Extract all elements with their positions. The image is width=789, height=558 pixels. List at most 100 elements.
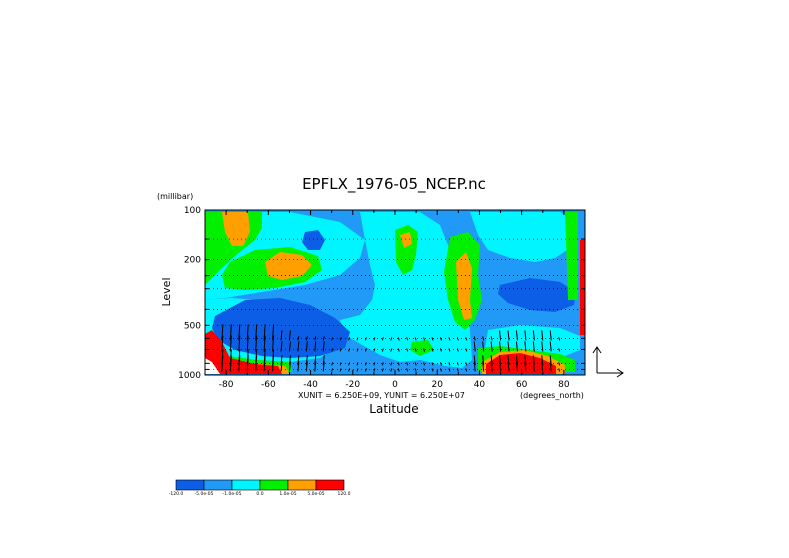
vector-arrow (297, 355, 300, 366)
vector-arrow (439, 368, 442, 372)
vector-arrow (373, 368, 376, 372)
vector-arrow (490, 336, 493, 341)
vector-arrow (507, 355, 510, 366)
vector-arrow (532, 330, 535, 341)
vector-arrow (255, 335, 258, 352)
blue-core-right (498, 278, 576, 312)
vector-arrow (473, 361, 476, 372)
x-tick-label: 60 (516, 380, 528, 390)
vector-arrow (482, 341, 485, 352)
y-tick-label: 1000 (178, 371, 201, 381)
vector-arrow (331, 362, 334, 366)
x-axis: -80 -60 -40 -20 0 20 40 60 80 (204, 210, 586, 390)
vector-arrow (322, 355, 325, 366)
vector-arrow (482, 336, 485, 341)
vector-arrow (439, 337, 442, 341)
vector-arrow (238, 324, 241, 341)
vector-arrow (356, 362, 359, 366)
vector-arrow (465, 362, 468, 366)
vector-arrow (331, 348, 334, 352)
vector-arrow (397, 368, 400, 372)
vector-arrow (381, 368, 384, 372)
vector-arrow (255, 355, 258, 372)
vector-arrow (423, 337, 426, 341)
colorbar-swatch (315, 479, 345, 491)
vector-arrow (272, 324, 275, 341)
vector-arrow (431, 348, 434, 352)
x-tick-label: -20 (345, 380, 360, 390)
vector-arrow (414, 348, 417, 352)
vector-arrow (348, 362, 351, 366)
vector-arrow (490, 355, 493, 366)
vector-arrow (339, 368, 342, 372)
vector-arrow (373, 348, 376, 352)
green-column-left (395, 225, 418, 275)
vector-arrow (305, 341, 308, 352)
vector-scale-label: XUNIT = 6.250E+09, YUNIT = 6.250E+07 (298, 391, 465, 400)
vector-arrow (397, 337, 400, 341)
vector-arrow (322, 341, 325, 352)
colorbar-label: 0.0 (256, 491, 263, 497)
vector-arrow (439, 362, 442, 366)
y-axis-label: Level (160, 277, 173, 306)
vector-arrow (356, 348, 359, 352)
red-right-edge (580, 240, 585, 335)
vector-arrow (246, 335, 249, 352)
colorbar-label: -5.0e-05 (195, 491, 214, 497)
vector-arrow (541, 330, 544, 341)
vector-arrow (339, 337, 342, 341)
vector-arrows (221, 324, 561, 372)
vector-arrow (549, 330, 552, 341)
vector-arrow (297, 361, 300, 372)
missing-data-wedge (205, 358, 220, 374)
vector-arrow (364, 348, 367, 352)
y-tick-label: 500 (184, 321, 201, 331)
vector-arrow (448, 362, 451, 366)
vector-arrow (229, 335, 232, 352)
colorbar-label: -1.0e-05 (223, 491, 242, 497)
vector-arrow (348, 368, 351, 372)
colorbar-label: 5.0e-05 (307, 491, 324, 497)
vector-arrow (397, 362, 400, 366)
vector-arrow (348, 348, 351, 352)
vector-arrow (373, 362, 376, 366)
vector-arrow (473, 341, 476, 352)
vector-arrow (263, 355, 266, 372)
vector-arrow (221, 324, 224, 341)
vector-arrow (390, 337, 393, 341)
vector-arrow (558, 368, 561, 372)
colorbar-label: -120.0 (169, 491, 184, 497)
vector-arrow (364, 337, 367, 341)
vector-arrow (423, 362, 426, 366)
vector-arrow (373, 337, 376, 341)
vector-arrow (314, 341, 317, 352)
vector-arrow (406, 368, 409, 372)
reference-arrows (592, 346, 624, 378)
vector-arrow (364, 368, 367, 372)
vector-arrow (431, 368, 434, 372)
x-tick-label: -80 (219, 380, 234, 390)
vector-arrow (339, 348, 342, 352)
vector-arrow (314, 336, 317, 341)
vector-arrow (297, 341, 300, 352)
x-tick-label: 40 (474, 380, 486, 390)
vector-arrow (490, 341, 493, 352)
vector-arrow (482, 361, 485, 372)
vector-arrow (255, 324, 258, 341)
colorbar-label: 1.0e-05 (279, 491, 296, 497)
vector-arrow (221, 335, 224, 352)
green-strip-right (565, 212, 578, 300)
y-tick-label: 100 (184, 206, 201, 216)
vector-arrow (246, 324, 249, 341)
colorbar-swatch (175, 479, 205, 491)
vector-arrow (456, 368, 459, 372)
vector-arrow (465, 348, 468, 352)
vector-arrow (456, 337, 459, 341)
vector-arrow (473, 336, 476, 341)
vector-arrow (305, 361, 308, 372)
orange-column-right (456, 252, 472, 320)
vector-arrow (246, 355, 249, 372)
vector-arrow (305, 355, 308, 366)
vector-arrow (305, 336, 308, 341)
